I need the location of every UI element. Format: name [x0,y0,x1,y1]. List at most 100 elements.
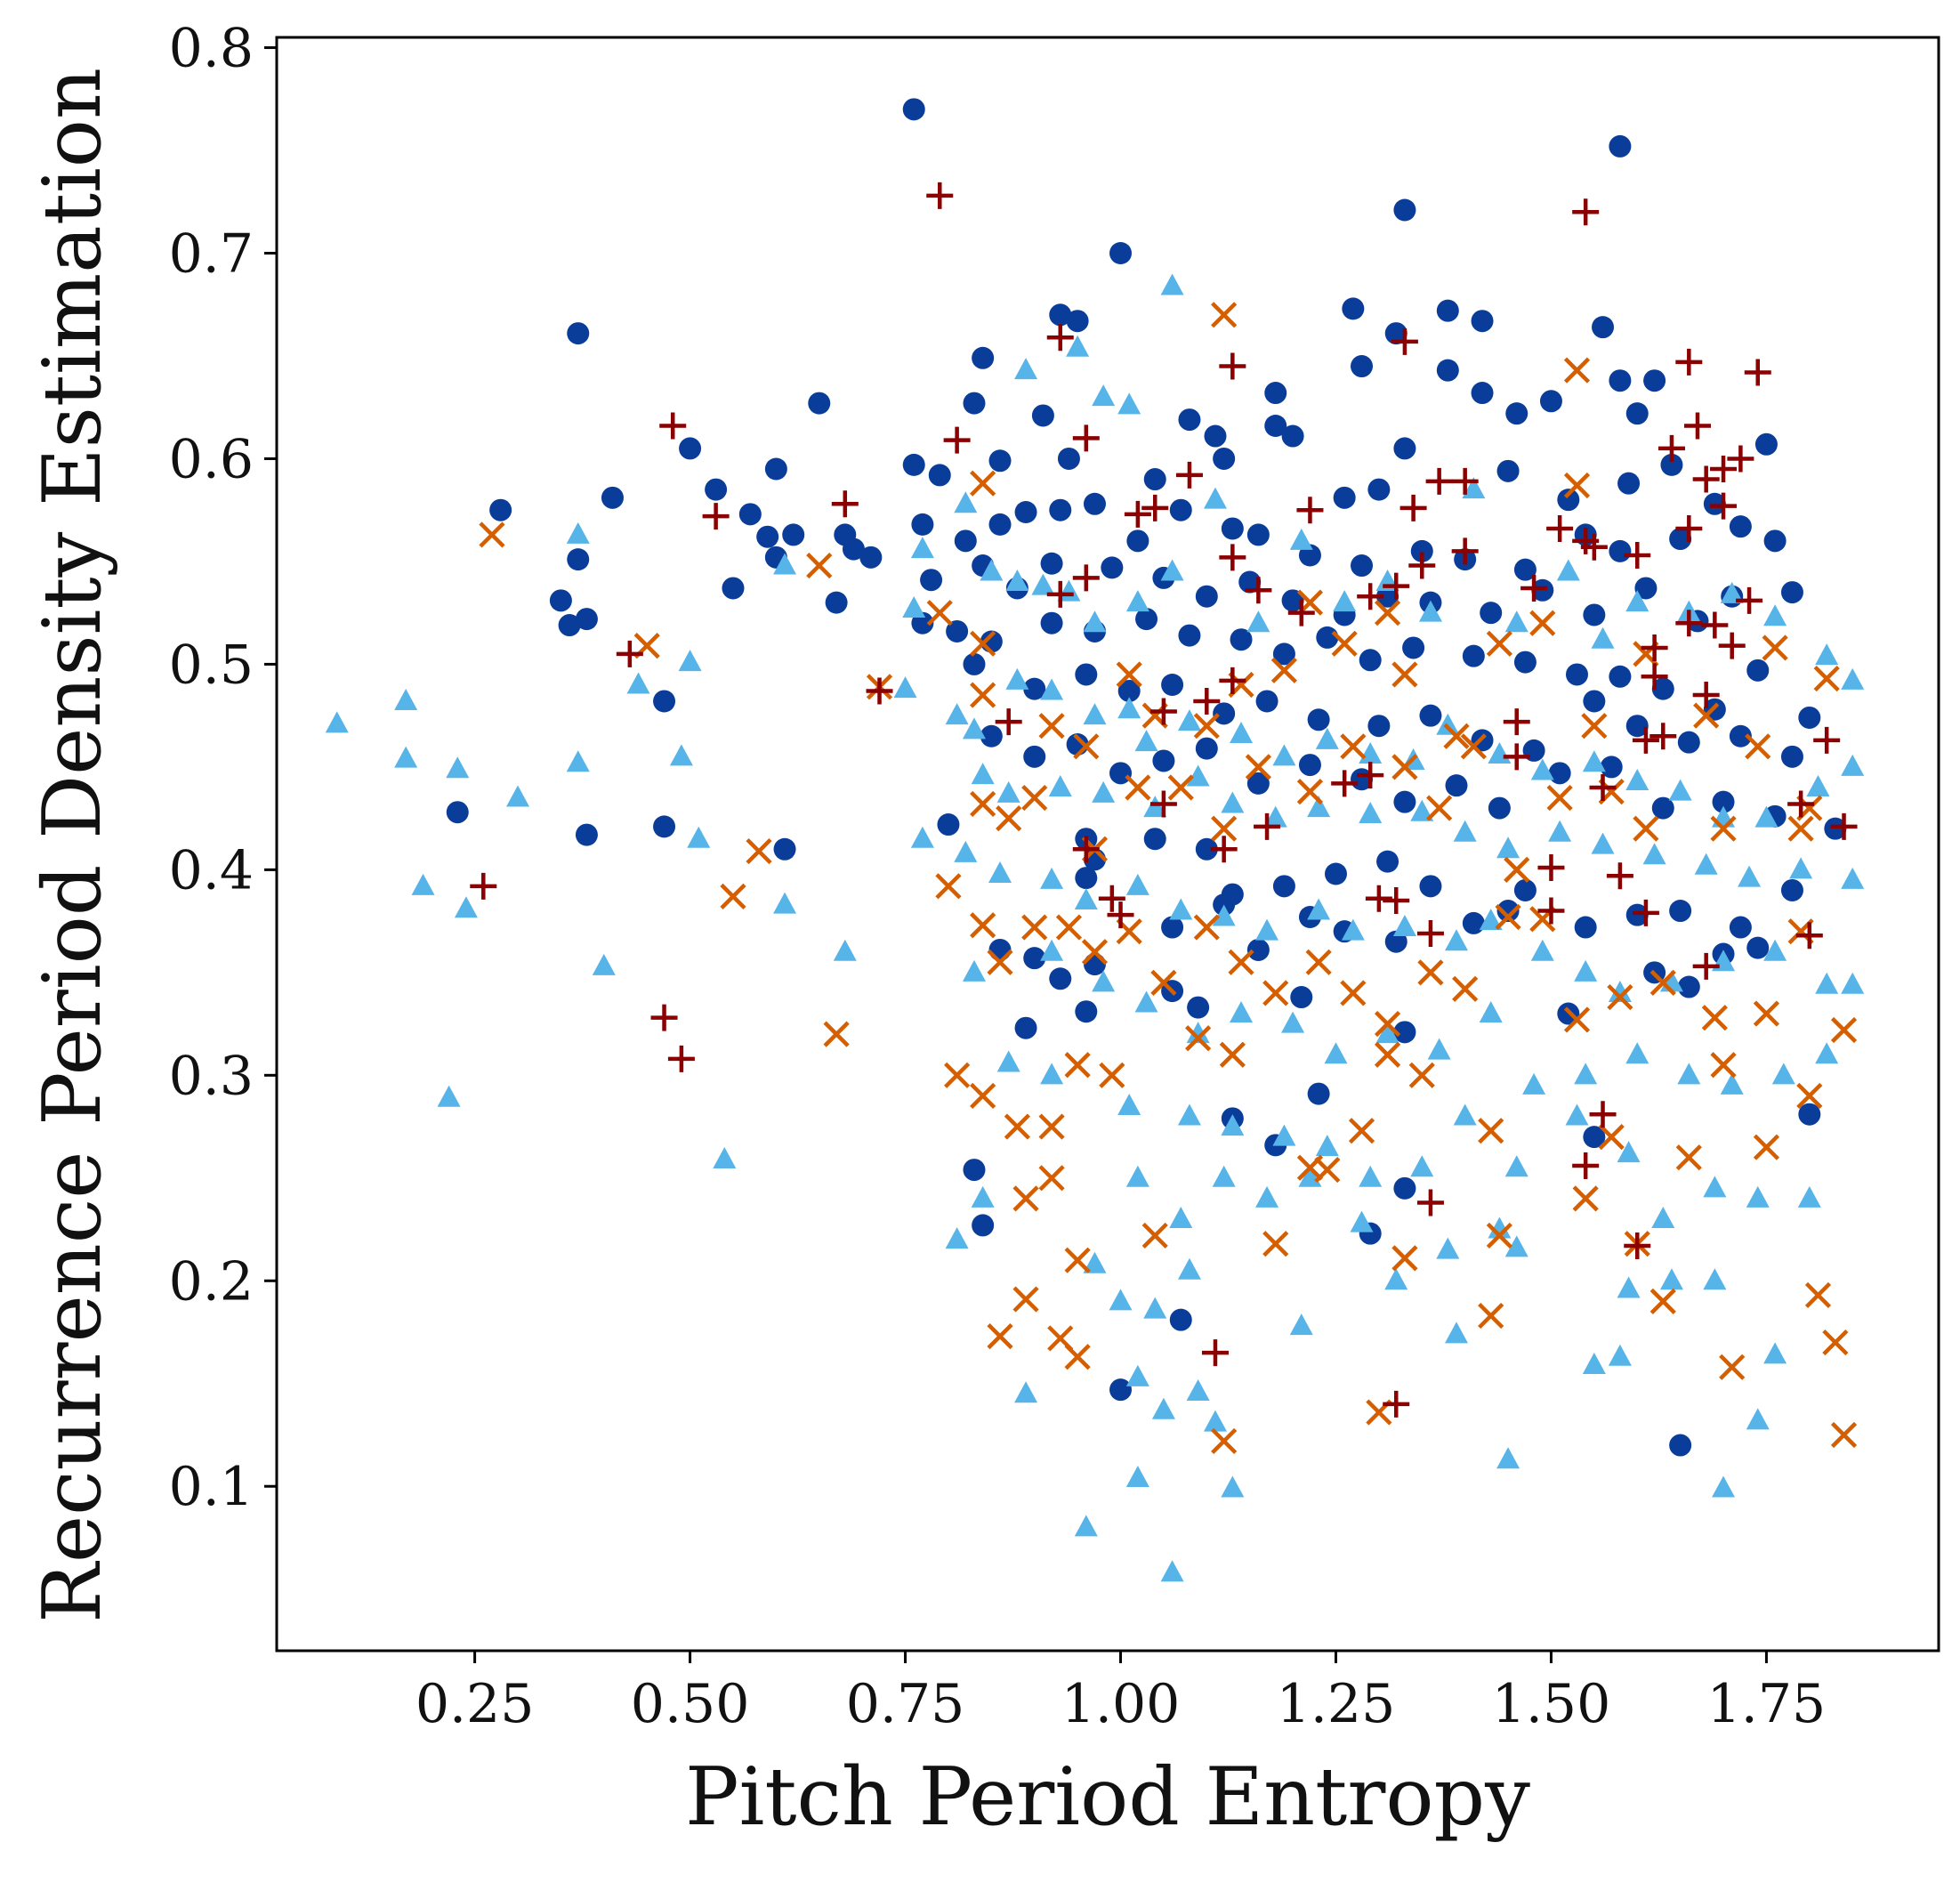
data-point-circle [1109,242,1133,265]
data-point-x [1391,661,1418,688]
data-point-plus [1683,412,1711,440]
data-point-triangle [1212,1165,1236,1187]
data-point-plus [1219,352,1246,380]
data-point-plus [1641,663,1668,691]
data-point-triangle [669,744,693,766]
data-point-triangle [1203,487,1227,509]
data-point-triangle [1703,1268,1727,1290]
data-point-triangle [1341,918,1365,941]
data-point-circle [1798,1103,1821,1126]
data-point-circle [1531,578,1554,602]
data-point-circle [1505,402,1528,425]
data-point-x [970,630,996,657]
data-point-triangle [1359,802,1383,824]
data-point-triangle [1496,836,1520,859]
data-point-circle [1600,756,1623,779]
y-tick-label: 0.3 [169,1045,254,1107]
data-point-triangle [1617,1276,1641,1298]
data-point-triangle [1117,697,1141,719]
data-point-triangle [1125,1165,1149,1187]
data-point-triangle [1263,805,1287,828]
data-point-circle [1049,967,1072,990]
data-point-triangle [1092,780,1116,803]
data-point-triangle [1746,1185,1770,1208]
data-point-circle [1230,628,1253,651]
data-point-plus [1589,1101,1617,1128]
data-point-circle [963,652,986,675]
data-point-x [1004,1113,1030,1140]
data-point-circle [1436,299,1459,322]
data-point-x [1099,1062,1125,1088]
data-point-triangle [1281,1011,1305,1033]
data-point-plus [1641,634,1668,661]
y-tick-label: 0.8 [169,18,254,80]
data-point-plus [1245,577,1272,604]
data-point-circle [722,577,745,600]
data-point-triangle [1488,1216,1512,1239]
data-point-plus [1451,537,1479,565]
data-point-x [479,521,505,548]
data-point-x [1391,1245,1418,1272]
data-point-circle [1031,404,1054,427]
data-point-x [1563,1006,1591,1033]
data-point-circle [1729,515,1752,538]
data-point-plus [1624,1232,1651,1260]
data-point-circle [1204,424,1227,448]
data-point-triangle [1841,667,1865,690]
data-point-circle [1075,867,1098,890]
data-point-circle [1178,624,1201,647]
data-point-circle [1625,715,1649,738]
data-point-triangle [1169,1206,1193,1228]
data-point-x [1038,1165,1065,1192]
data-point-x [1460,733,1487,760]
data-point-triangle [1221,791,1245,813]
data-point-triangle [1160,273,1184,295]
data-point-circle [1023,947,1046,970]
data-point-plus [616,640,643,667]
data-point-x [1710,1052,1737,1079]
data-point-circle [1376,850,1399,873]
data-point-triangle [1659,1268,1683,1290]
data-point-x [1211,815,1238,842]
data-point-triangle [1530,758,1554,780]
data-point-x [970,470,996,497]
data-point-x [1150,969,1177,996]
data-point-x [823,1021,850,1047]
data-point-triangle [1608,980,1632,1002]
data-point-triangle [566,521,590,544]
data-point-circle [558,614,581,637]
data-point-plus [1606,862,1633,890]
data-point-circle [1780,745,1803,768]
data-point-triangle [1350,1210,1374,1232]
data-point-x [1478,1118,1504,1144]
data-point-circle [756,525,779,548]
data-point-circle [1729,916,1752,939]
data-point-plus [1287,599,1315,626]
data-point-triangle [1117,1093,1141,1115]
data-point-circle [1307,1082,1330,1105]
data-point-x [1563,472,1591,499]
data-point-triangle [1694,853,1718,875]
data-point-triangle [1083,1251,1107,1273]
data-point-triangle [1754,805,1779,828]
data-point-circle [1625,903,1649,926]
data-point-x [1038,713,1065,739]
data-point-x [1813,665,1840,692]
data-point-x [1408,1062,1435,1088]
data-point-circle [1213,702,1236,725]
data-point-triangle [1134,730,1158,752]
data-point-triangle [1504,1155,1528,1177]
x-tick-label: 0.25 [415,1673,535,1735]
data-point-circle [1480,602,1503,625]
data-point-x [1478,1302,1504,1329]
data-point-triangle [1177,1257,1201,1280]
data-point-plus [1399,494,1427,521]
data-point-plus [1201,1339,1229,1367]
data-point-circle [764,457,787,481]
data-point-circle [1393,1176,1416,1200]
data-point-circle [1178,408,1201,432]
data-point-triangle [1186,1378,1210,1401]
data-point-circle [1488,796,1511,820]
data-point-plus [1210,836,1238,863]
data-point-circle [1152,749,1175,772]
